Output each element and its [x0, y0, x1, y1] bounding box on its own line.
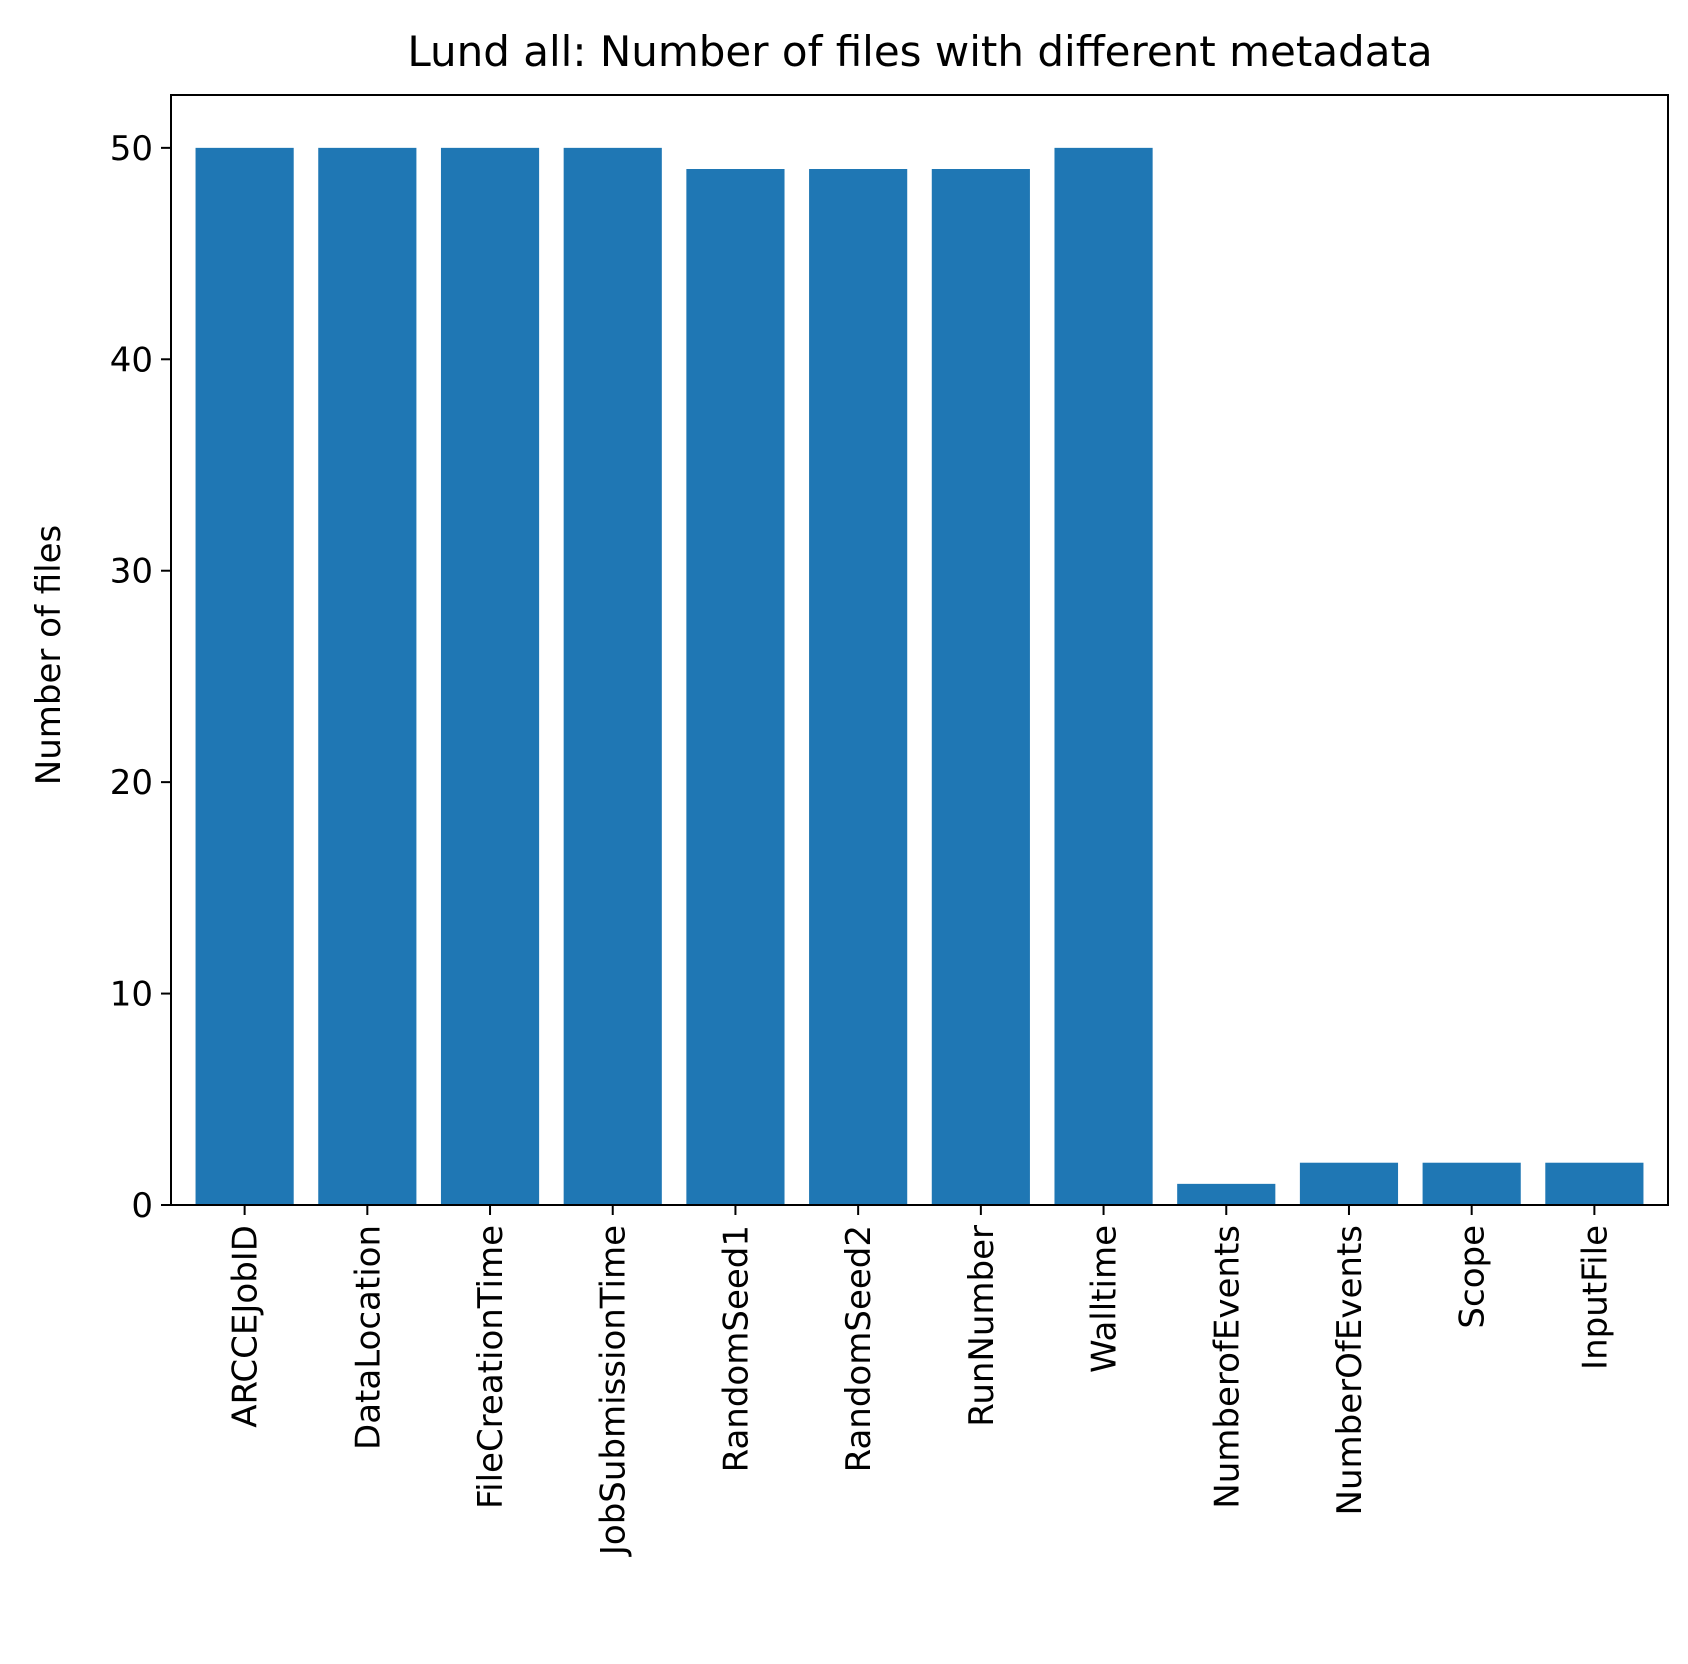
bar-DataLocation	[318, 147, 417, 1205]
bar-InputFile	[1545, 1162, 1644, 1205]
y-tick-label: 30	[110, 552, 153, 592]
x-tick-label-JobSubmissionTime: JobSubmissionTime	[594, 1225, 634, 1557]
x-tick-label-Walltime: Walltime	[1085, 1225, 1125, 1373]
bar-RandomSeed2	[809, 169, 908, 1205]
x-tick-label-RunNumber: RunNumber	[962, 1225, 1002, 1427]
x-tick-label-RandomSeed1: RandomSeed1	[716, 1225, 756, 1472]
x-tick-label-DataLocation: DataLocation	[348, 1225, 388, 1450]
y-axis-label: Number of files	[29, 525, 69, 785]
x-tick-label-InputFile: InputFile	[1575, 1225, 1615, 1370]
x-tick-label-Scope: Scope	[1453, 1225, 1493, 1329]
x-tick-label-FileCreationTime: FileCreationTime	[471, 1225, 511, 1509]
bar-JobSubmissionTime	[563, 147, 662, 1205]
x-tick-label-ARCCEJobID: ARCCEJobID	[226, 1225, 266, 1428]
x-tick-label-NumberOfEvents: NumberOfEvents	[1330, 1225, 1370, 1515]
bar-NumberOfEvents	[1299, 1162, 1399, 1205]
y-tick-label: 20	[110, 763, 153, 803]
x-axis: ARCCEJobID DataLocation FileCreationTime Jo…	[226, 1205, 1615, 1557]
plot-frame	[170, 94, 1669, 1206]
x-tick-label-NumberofEvents: NumberofEvents	[1207, 1225, 1247, 1509]
x-tick-label-RandomSeed2: RandomSeed2	[839, 1225, 879, 1472]
bar-NumberofEvents	[1177, 1183, 1276, 1205]
bar-ARCCEJobID	[195, 147, 294, 1205]
bar-RandomSeed1	[686, 169, 785, 1205]
bars-group	[195, 147, 1644, 1205]
bar-Walltime	[1054, 147, 1153, 1205]
y-tick-label: 10	[110, 975, 153, 1015]
y-tick-label: 0	[131, 1186, 153, 1226]
bar-Scope	[1422, 1162, 1521, 1205]
y-axis: 0 10 20 30 40 50	[110, 129, 171, 1226]
bar-FileCreationTime	[440, 147, 540, 1205]
y-tick-label: 50	[110, 129, 153, 169]
bar-RunNumber	[931, 169, 1030, 1205]
chart-title: Lund all: Number of files with different…	[407, 27, 1432, 76]
y-tick-label: 40	[110, 340, 153, 380]
